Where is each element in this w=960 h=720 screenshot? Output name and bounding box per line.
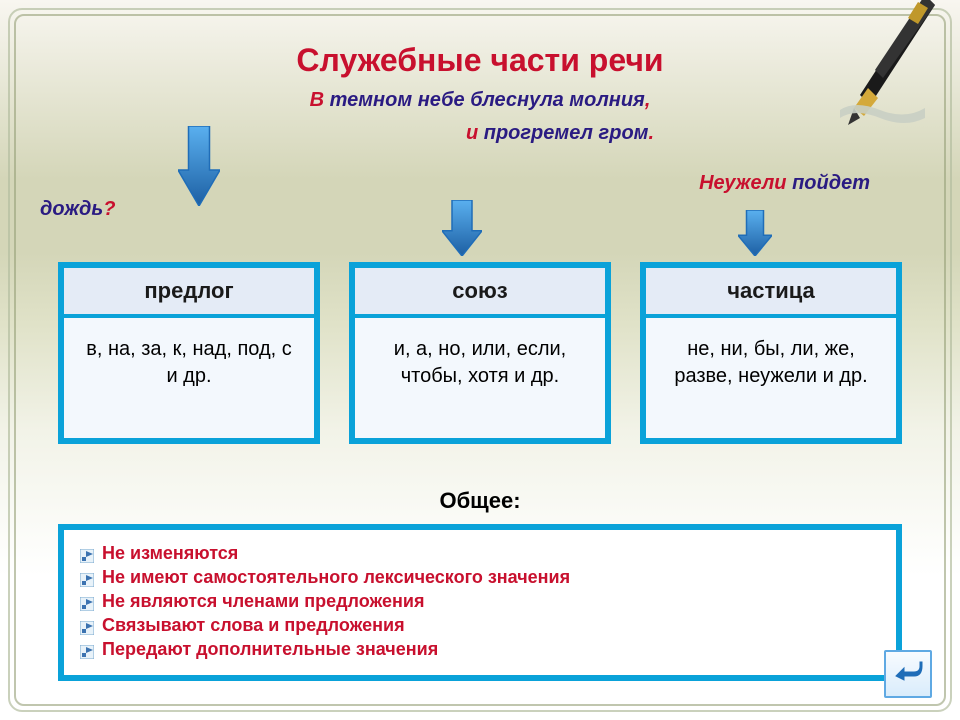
common-item-text: Связывают слова и предложения (102, 615, 405, 636)
page-title: Служебные части речи (40, 42, 920, 79)
common-item-text: Не изменяются (102, 543, 238, 564)
pos-boxes-row: предлогв, на, за, к, над, под, си др.сою… (58, 262, 902, 444)
bullet-icon (80, 619, 94, 633)
example-line-1: В темном небе блеснула молния, (40, 89, 920, 112)
common-label: Общее: (0, 488, 960, 514)
pos-box-header: предлог (64, 268, 314, 318)
example-right: Неужели пойдет (699, 172, 870, 195)
arrow-particle (738, 210, 772, 256)
common-item-text: Передают дополнительные значения (102, 639, 438, 660)
pos-box-header: союз (355, 268, 605, 318)
common-item: Не являются членами предложения (80, 591, 880, 612)
return-button[interactable] (884, 650, 932, 698)
pos-box-2: частицане, ни, бы, ли, же, разве, неужел… (640, 262, 902, 444)
common-item: Передают дополнительные значения (80, 639, 880, 660)
common-item: Не изменяются (80, 543, 880, 564)
pos-box-0: предлогв, на, за, к, над, под, си др. (58, 262, 320, 444)
arrow-preposition (178, 126, 220, 206)
common-item: Связывают слова и предложения (80, 615, 880, 636)
arrow-conjunction (442, 200, 482, 256)
bullet-icon (80, 643, 94, 657)
bullet-icon (80, 547, 94, 561)
pos-box-body: и, а, но, или, если, чтобы, хотя и др. (355, 318, 605, 438)
bullet-icon (80, 571, 94, 585)
common-item-text: Не являются членами предложения (102, 591, 424, 612)
pos-box-body: в, на, за, к, над, под, си др. (64, 318, 314, 438)
pos-box-header: частица (646, 268, 896, 318)
bullet-icon (80, 595, 94, 609)
common-item-text: Не имеют самостоятельного лексического з… (102, 567, 570, 588)
pen-illustration (820, 0, 940, 140)
common-item: Не имеют самостоятельного лексического з… (80, 567, 880, 588)
example-line-2: и прогремел гром. (40, 122, 920, 145)
example-left: дождь? (40, 198, 116, 221)
return-icon (892, 660, 924, 688)
pos-box-body: не, ни, бы, ли, же, разве, неужели и др. (646, 318, 896, 438)
pos-box-1: союзи, а, но, или, если, чтобы, хотя и д… (349, 262, 611, 444)
common-box: Не изменяются Не имеют самостоятельного … (58, 524, 902, 681)
